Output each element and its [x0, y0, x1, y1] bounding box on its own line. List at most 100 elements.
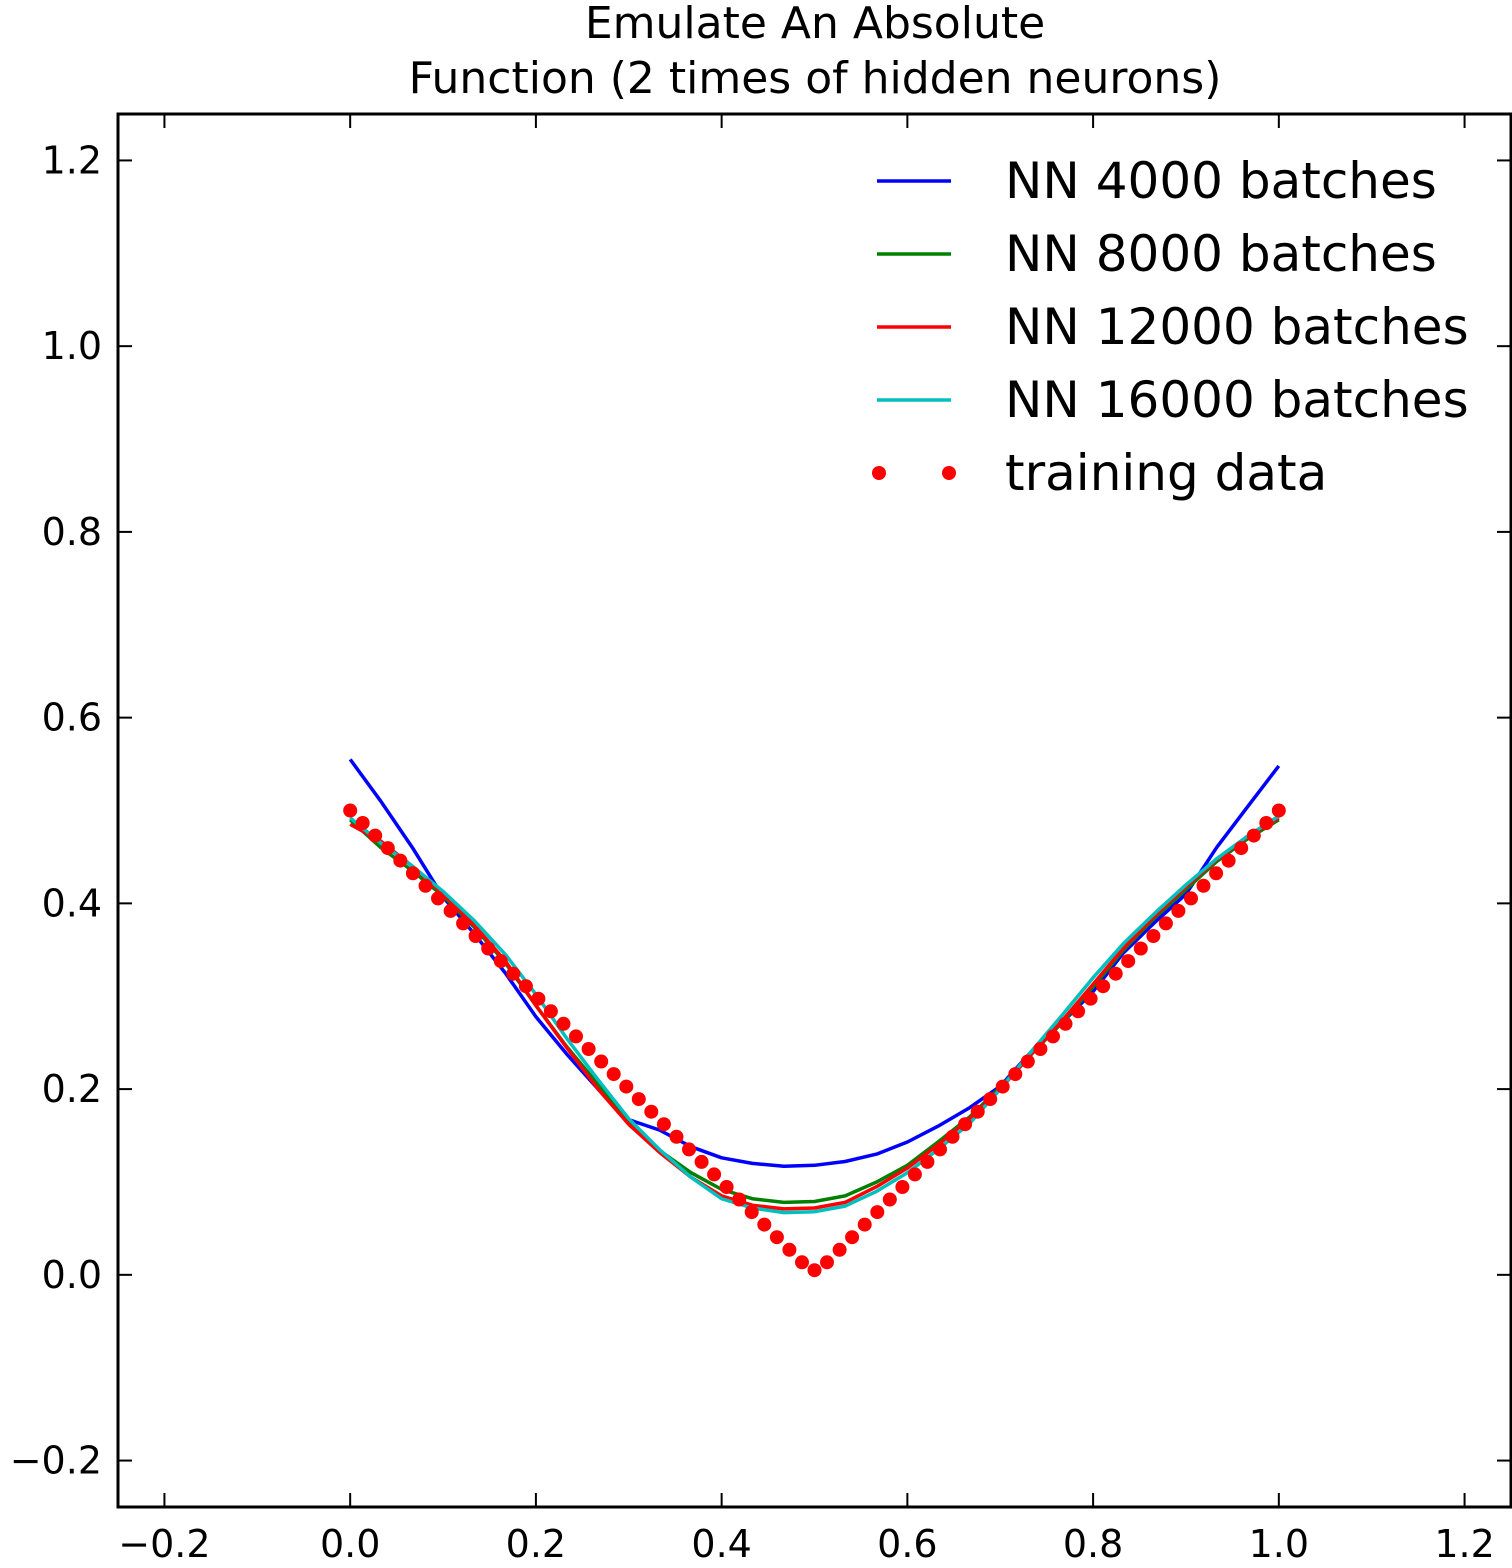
data-point [1133, 941, 1148, 956]
data-point [1171, 903, 1186, 918]
data-point [882, 1192, 897, 1207]
data-point [656, 1117, 671, 1132]
data-point [694, 1154, 709, 1169]
data-point [795, 1255, 809, 1270]
data-point [1146, 929, 1161, 943]
y-tick-label: 0.0 [42, 1253, 102, 1297]
data-point [807, 1263, 822, 1278]
data-point [569, 1029, 583, 1044]
legend: NN 4000 batches NN 8000 batches NN 12000 b… [872, 152, 1469, 502]
data-point [669, 1129, 684, 1144]
data-point [933, 1142, 947, 1157]
data-point [631, 1092, 646, 1107]
legend-label: NN 8000 batches [1005, 225, 1437, 283]
data-point [857, 1217, 872, 1232]
data-point [506, 966, 521, 981]
data-point [493, 954, 508, 969]
legend-item: training data [872, 444, 1327, 502]
data-point [368, 828, 383, 843]
chart-title-line-2: Function (2 times of hidden neurons) [409, 53, 1222, 104]
data-point [355, 816, 370, 830]
legend-label: training data [1005, 444, 1327, 502]
data-point [757, 1217, 772, 1232]
data-point [707, 1167, 722, 1182]
legend-item: NN 16000 batches [877, 371, 1469, 429]
x-tick-label: 0.2 [506, 1522, 566, 1566]
data-point [468, 929, 483, 943]
data-point [343, 803, 358, 818]
data-point [983, 1092, 998, 1107]
legend-item: NN 8000 batches [877, 225, 1437, 283]
y-tick-label: 0.8 [42, 510, 102, 554]
legend-label: NN 16000 batches [1005, 371, 1469, 429]
data-point [1271, 803, 1286, 818]
data-point [1121, 954, 1136, 969]
x-tick-label: 1.0 [1249, 1522, 1309, 1566]
legend-label: NN 4000 batches [1005, 152, 1437, 210]
data-point [920, 1154, 935, 1169]
data-point [556, 1016, 571, 1031]
data-point [1259, 816, 1274, 830]
legend-label: NN 12000 batches [1005, 298, 1469, 356]
data-point [845, 1230, 860, 1245]
series-line-0 [348, 758, 1281, 1168]
chart-title-line-1: Emulate An Absolute [585, 0, 1045, 49]
data-point [970, 1104, 985, 1119]
data-point [995, 1079, 1010, 1094]
x-tick-label: 0.6 [877, 1522, 937, 1566]
data-point [1234, 841, 1249, 856]
data-point [619, 1079, 634, 1094]
data-point [1046, 1029, 1060, 1044]
data-point [870, 1205, 885, 1220]
data-point [1184, 891, 1198, 906]
data-point [380, 841, 395, 856]
data-point [543, 1004, 558, 1019]
data-point [1096, 979, 1111, 994]
data-point [1071, 1004, 1086, 1019]
data-point [581, 1042, 596, 1056]
data-point [531, 991, 546, 1006]
data-point [1033, 1042, 1048, 1056]
y-tick-label: 1.0 [42, 324, 102, 368]
series-line-1 [349, 818, 1280, 1205]
data-point [1083, 991, 1098, 1006]
legend-swatch [872, 466, 886, 480]
series-line-2 [349, 816, 1280, 1211]
data-point [418, 878, 433, 893]
data-point [682, 1142, 696, 1157]
data-point [945, 1129, 960, 1144]
data-point [393, 853, 408, 868]
x-tick-label: 1.2 [1434, 1522, 1494, 1566]
y-tick-label: −0.2 [10, 1439, 102, 1483]
data-point [820, 1255, 834, 1270]
data-point [907, 1167, 922, 1182]
legend-item: NN 4000 batches [877, 152, 1437, 210]
series-line-3 [349, 814, 1280, 1215]
data-point [1196, 878, 1211, 893]
data-point [769, 1230, 784, 1245]
x-tick-label: −0.2 [118, 1522, 210, 1566]
data-point [606, 1067, 621, 1082]
y-tick-label: 0.6 [42, 696, 102, 740]
data-point [1209, 866, 1224, 881]
data-point [958, 1117, 973, 1132]
data-point [1221, 853, 1236, 868]
x-tick-label: 0.4 [691, 1522, 751, 1566]
series-points-4 [343, 803, 1286, 1278]
data-point [1158, 916, 1173, 931]
data-point [1008, 1067, 1023, 1082]
chart-title: Emulate An Absolute Function (2 times of… [409, 0, 1222, 104]
data-point [456, 916, 471, 931]
data-point [782, 1242, 797, 1257]
data-point [1058, 1016, 1073, 1031]
data-point [518, 979, 533, 994]
plot-frame [116, 112, 1512, 1509]
data-point [895, 1180, 910, 1194]
data-point [1020, 1054, 1035, 1069]
series-layer [343, 758, 1286, 1278]
data-point [1108, 966, 1123, 981]
data-point [744, 1205, 759, 1220]
y-tick-label: 0.2 [42, 1067, 102, 1111]
data-point [1246, 828, 1261, 843]
